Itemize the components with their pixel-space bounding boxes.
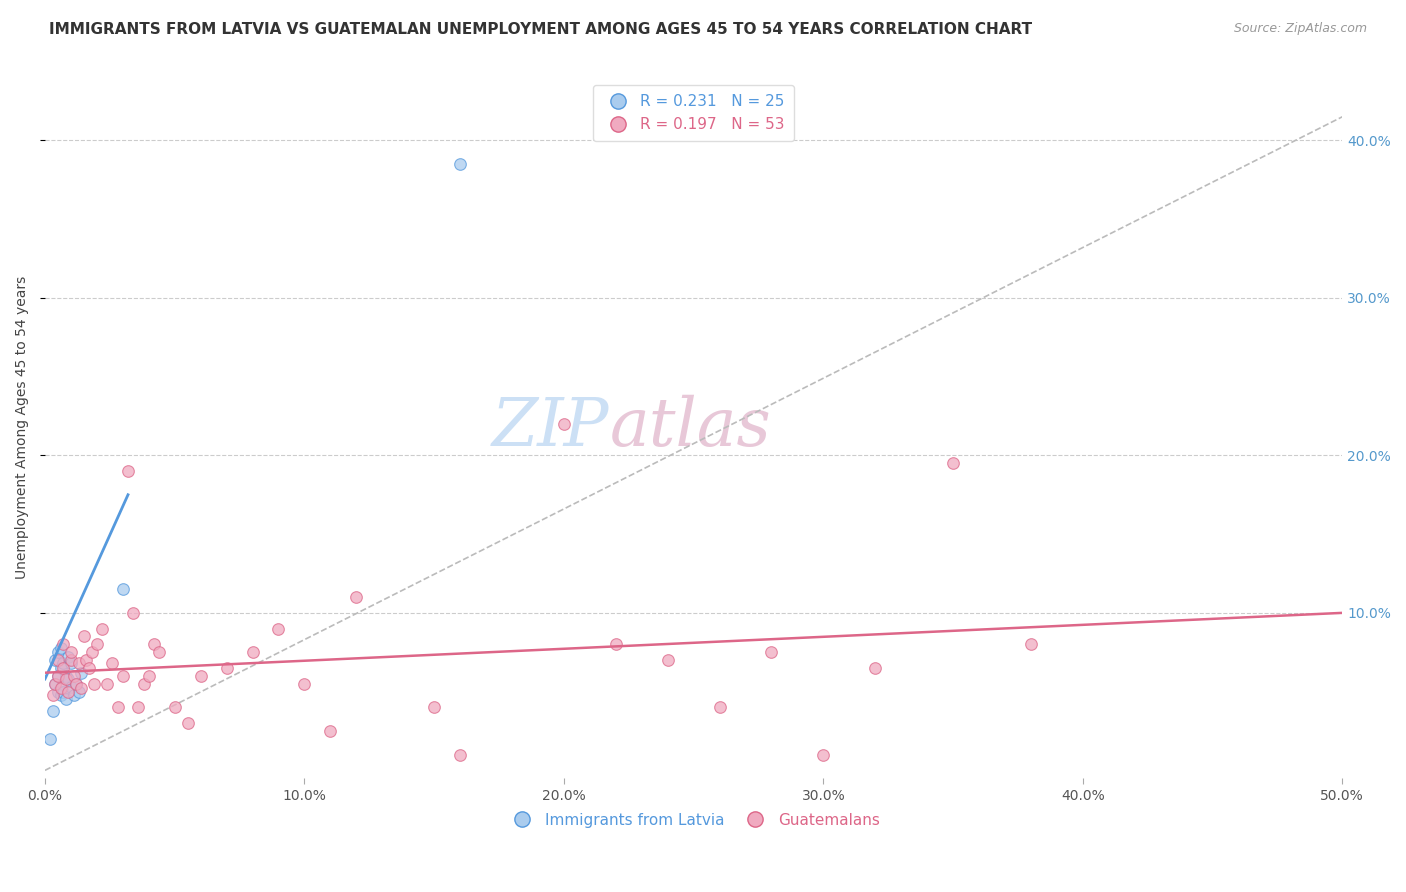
Point [67, 657, 90, 671]
Point [49, 661, 72, 675]
Point [46, 684, 69, 698]
Point [58, 684, 80, 698]
Point [761, 645, 783, 659]
Point [73, 630, 96, 644]
Point [67, 684, 90, 698]
Point [59, 680, 82, 694]
Point [46, 669, 69, 683]
Point [111, 669, 134, 683]
Point [449, 747, 471, 762]
Point [148, 645, 170, 659]
Text: atlas: atlas [609, 395, 770, 460]
Point [49, 681, 72, 696]
Point [865, 661, 887, 675]
Point [80, 645, 103, 659]
Point [77, 661, 100, 675]
Point [58, 650, 80, 665]
Point [55, 669, 77, 683]
Point [52, 661, 75, 675]
Point [55, 672, 77, 686]
Point [44, 677, 66, 691]
Point [65, 677, 87, 691]
Y-axis label: Unemployment Among Ages 45 to 54 years: Unemployment Among Ages 45 to 54 years [15, 277, 30, 580]
Point [117, 464, 139, 478]
Point [132, 677, 155, 691]
Point [58, 672, 80, 686]
Point [319, 723, 342, 738]
Point [52, 677, 75, 691]
Point [49, 688, 72, 702]
Point [449, 157, 471, 171]
Point [62, 688, 84, 702]
Point [138, 669, 160, 683]
Text: IMMIGRANTS FROM LATVIA VS GUATEMALAN UNEMPLOYMENT AMONG AGES 45 TO 54 YEARS CORR: IMMIGRANTS FROM LATVIA VS GUATEMALAN UNE… [49, 22, 1032, 37]
Point [46, 669, 69, 683]
Point [215, 661, 238, 675]
Point [163, 700, 186, 714]
Point [42, 688, 65, 702]
Point [142, 637, 165, 651]
Point [44, 653, 66, 667]
Point [101, 657, 124, 671]
Point [605, 637, 627, 651]
Point [91, 622, 114, 636]
Point [49, 640, 72, 655]
Point [46, 653, 69, 667]
Point [52, 637, 75, 651]
Point [190, 669, 212, 683]
Point [942, 456, 965, 470]
Text: Source: ZipAtlas.com: Source: ZipAtlas.com [1233, 22, 1367, 36]
Point [127, 700, 149, 714]
Point [52, 684, 75, 698]
Point [76, 653, 98, 667]
Point [242, 645, 264, 659]
Point [62, 669, 84, 683]
Point [107, 700, 129, 714]
Point [65, 677, 87, 691]
Point [267, 622, 290, 636]
Text: ZIP: ZIP [492, 395, 609, 460]
Point [176, 716, 198, 731]
Point [55, 692, 77, 706]
Point [1019, 637, 1042, 651]
Point [709, 700, 731, 714]
Point [122, 606, 145, 620]
Point [70, 665, 93, 680]
Point [294, 677, 316, 691]
Point [423, 700, 446, 714]
Point [83, 677, 105, 691]
Point [44, 677, 66, 691]
Point [553, 417, 575, 431]
Point [46, 645, 69, 659]
Point [86, 637, 108, 651]
Point [96, 677, 118, 691]
Legend: Immigrants from Latvia, Guatemalans: Immigrants from Latvia, Guatemalans [501, 806, 886, 834]
Point [42, 704, 65, 718]
Point [657, 653, 679, 667]
Point [59, 653, 82, 667]
Point [52, 657, 75, 671]
Point [39, 731, 62, 746]
Point [70, 681, 93, 696]
Point [59, 645, 82, 659]
Point [59, 657, 82, 671]
Point [813, 747, 835, 762]
Point [344, 590, 367, 604]
Point [111, 582, 134, 597]
